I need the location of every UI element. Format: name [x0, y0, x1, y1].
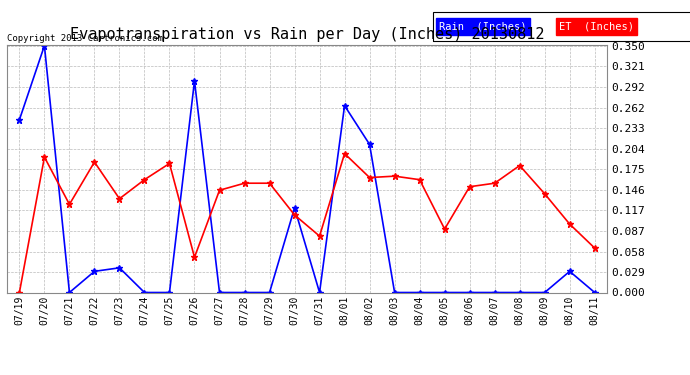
Text: ET  (Inches): ET (Inches): [559, 21, 634, 32]
Text: Rain  (Inches): Rain (Inches): [439, 21, 526, 32]
Text: Copyright 2013 Cartronics.com: Copyright 2013 Cartronics.com: [7, 33, 163, 42]
Title: Evapotranspiration vs Rain per Day (Inches) 20130812: Evapotranspiration vs Rain per Day (Inch…: [70, 27, 544, 42]
